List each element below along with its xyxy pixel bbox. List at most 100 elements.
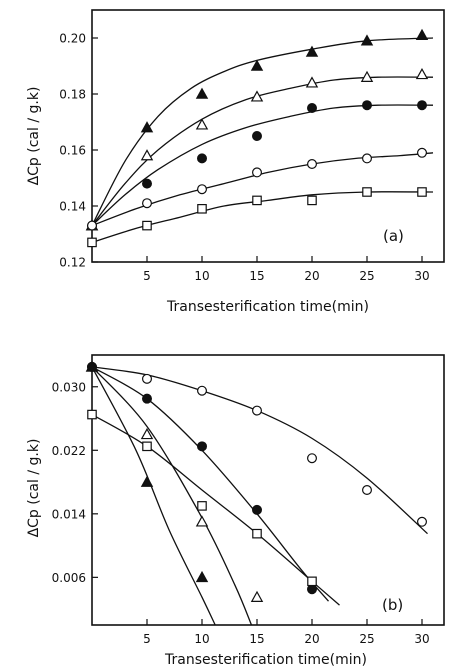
data-point-open-circle [307,159,318,170]
data-point-filled-triangle [360,34,374,46]
fit-curve-filled-triangle [91,366,216,626]
chart-panel-a: 5 10 15 20 25 30 0.12 0.14 0.16 0.18 0.20 (a) Tra… [26,9,445,315]
x-ticks-b: 5 10 15 20 25 30 [143,619,430,646]
data-point-filled-circle [417,100,428,111]
data-point-open-square [197,204,207,214]
data-point-filled-circle [197,153,208,164]
data-point-open-triangle [250,90,264,102]
data-point-filled-circle [252,131,263,142]
data-point-open-square [142,441,152,452]
plot-frame-b [91,354,445,626]
x-tick-label: 5 [143,269,151,283]
x-tick-label: 20 [304,269,319,283]
fit-curves-b [91,366,428,626]
data-point-open-circle [362,153,373,164]
data-point-open-circle [252,405,263,416]
y-tick-label: 0.14 [59,200,86,214]
fit-curve-open-square [91,413,340,606]
data-point-open-circle [197,385,208,396]
y-tick-label: 0.006 [52,571,86,585]
y-ticks-b: 0.006 0.014 0.022 0.030 [52,380,98,585]
data-point-filled-triangle [85,360,99,372]
data-point-filled-circle [252,504,263,515]
data-point-open-circle [86,220,97,231]
x-tick-label: 15 [249,269,264,283]
data-point-filled-triangle [250,59,264,71]
data-point-open-square [87,237,97,248]
data-point-open-triangle [195,118,209,130]
x-axis-title-b: Transesterification time(min) [164,652,367,668]
x-tick-label: 30 [414,269,429,283]
data-point-filled-triangle [415,28,429,40]
fit-curves-a [91,37,434,244]
data-point-open-square [142,220,152,231]
y-tick-label: 0.18 [59,88,86,102]
x-tick-label: 5 [143,632,151,646]
x-ticks-a: 5 10 15 20 25 30 [143,256,430,283]
data-point-open-circle [252,167,263,178]
data-point-open-circle [307,453,318,464]
data-point-open-square [252,528,262,539]
data-point-filled-circle [307,102,318,113]
fit-curve-open-triangle [91,366,253,626]
data-point-filled-triangle [305,45,319,57]
data-point-filled-triangle [195,570,209,583]
data-point-filled-circle [197,441,208,452]
data-point-open-square [252,195,262,206]
data-point-open-circle [417,147,428,158]
y-tick-label: 0.20 [59,32,86,46]
x-tick-label: 30 [414,632,429,646]
x-tick-label: 20 [304,632,319,646]
fit-curve-filled-circle [91,366,329,602]
y-axis-title-b: ΔCp (cal / g.k) [26,439,42,538]
data-point-open-triangle [140,149,154,161]
y-axis-title-a: ΔCp (cal / g.k) [26,87,42,186]
x-tick-label: 10 [194,632,209,646]
data-point-filled-circle [362,100,373,111]
data-point-open-triangle [250,590,264,602]
data-point-open-triangle [140,427,154,440]
y-tick-label: 0.030 [52,380,86,394]
fit-curve-open-square [91,191,434,244]
y-tick-label: 0.12 [59,256,86,270]
data-point-open-triangle [195,515,209,527]
data-point-filled-circle [307,584,318,595]
fit-curve-filled-circle [91,104,434,227]
data-point-filled-circle [142,178,153,189]
y-tick-label: 0.16 [59,144,86,158]
data-points-a [85,28,429,248]
y-tick-label: 0.014 [52,507,86,521]
data-point-open-circle [197,184,208,195]
data-point-open-circle [142,373,153,384]
data-point-open-square [417,187,427,197]
data-point-open-square [307,195,317,206]
data-point-open-square [307,576,317,587]
data-point-filled-triangle [140,475,154,487]
panel-label-b: (b) [382,596,403,614]
x-tick-label: 10 [194,269,209,283]
plot-frame-a [91,9,445,263]
data-point-open-circle [417,516,428,527]
data-point-filled-triangle [140,121,154,133]
y-tick-label: 0.022 [52,444,86,458]
fit-curve-filled-triangle [91,37,434,226]
data-point-open-square [87,409,97,420]
x-axis-title-a: Transesterification time(min) [166,299,369,315]
data-point-open-triangle [415,67,429,80]
chart-panel-b: 5 10 15 20 25 30 0.006 0.014 0.022 0.030 (b) Tra… [26,354,445,668]
data-point-open-square [362,187,372,197]
data-point-open-triangle [360,70,374,82]
x-tick-label: 25 [359,269,374,283]
data-point-filled-circle [142,393,153,404]
data-point-open-circle [142,198,153,209]
data-points-b [85,360,428,602]
data-point-open-circle [362,485,373,496]
data-point-open-triangle [305,76,319,88]
panel-label-a: (a) [383,227,404,245]
x-tick-label: 15 [249,632,264,646]
y-ticks-a: 0.12 0.14 0.16 0.18 0.20 [59,32,98,270]
data-point-filled-triangle [195,87,209,99]
x-tick-label: 25 [359,632,374,646]
data-point-open-square [197,501,207,511]
